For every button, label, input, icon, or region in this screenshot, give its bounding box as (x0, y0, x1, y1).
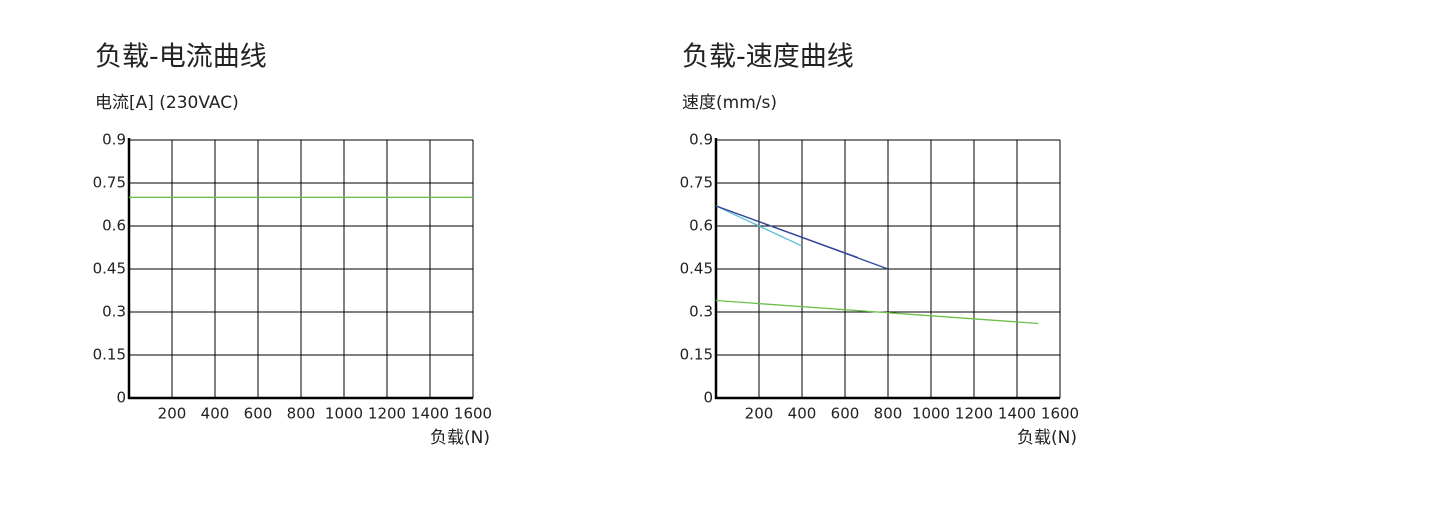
y-tick-label: 0.3 (689, 303, 713, 321)
x-tick-label: 400 (788, 405, 817, 423)
y-tick-label: 0.45 (680, 260, 713, 278)
x-axis-label: 负载(N) (430, 428, 490, 448)
x-tick-label: 1400 (411, 405, 449, 423)
x-axis-label: 负载(N) (1017, 428, 1077, 448)
data-line (715, 205, 889, 270)
y-tick-label: 0.9 (102, 131, 126, 149)
y-axis-label: 速度(mm/s) (682, 93, 777, 113)
x-tick-label: 600 (244, 405, 273, 423)
y-tick-label: 0.15 (680, 346, 713, 364)
y-tick-label: 0.75 (680, 174, 713, 192)
y-tick-label: 0 (703, 389, 713, 407)
x-tick-label: 1000 (912, 405, 950, 423)
x-tick-label: 800 (287, 405, 316, 423)
x-tick-label: 1200 (955, 405, 993, 423)
x-tick-label: 200 (745, 405, 774, 423)
y-tick-label: 0.6 (102, 217, 126, 235)
y-tick-label: 0.6 (689, 217, 713, 235)
x-tick-label: 1600 (1041, 405, 1079, 423)
chart-title: 负载-速度曲线 (682, 42, 854, 73)
x-tick-label: 1200 (368, 405, 406, 423)
data-line (715, 299, 1039, 325)
x-tick-label: 1000 (325, 405, 363, 423)
x-tick-label: 800 (874, 405, 903, 423)
y-tick-label: 0 (116, 389, 126, 407)
x-tick-label: 600 (831, 405, 860, 423)
x-tick-label: 1400 (998, 405, 1036, 423)
data-line (715, 205, 803, 247)
y-tick-label: 0.75 (93, 174, 126, 192)
x-tick-label: 400 (201, 405, 230, 423)
x-tick-label: 200 (158, 405, 187, 423)
chart-title: 负载-电流曲线 (95, 42, 267, 73)
x-tick-label: 1600 (454, 405, 492, 423)
y-tick-label: 0.9 (689, 131, 713, 149)
y-tick-label: 0.3 (102, 303, 126, 321)
y-tick-label: 0.45 (93, 260, 126, 278)
y-tick-label: 0.15 (93, 346, 126, 364)
y-axis-label: 电流[A] (230VAC) (95, 93, 239, 113)
